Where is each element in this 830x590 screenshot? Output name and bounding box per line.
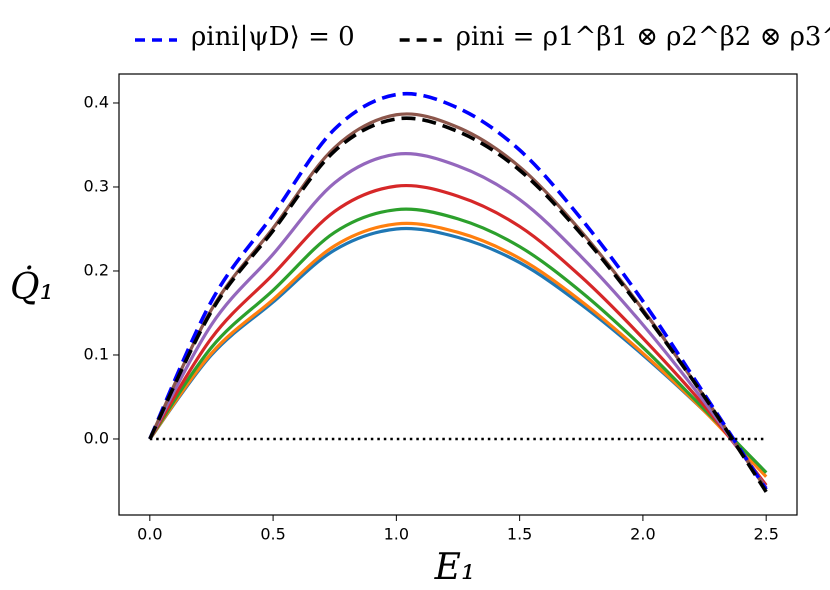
x-tick-label: 1.5 (507, 525, 532, 544)
x-tick-label: 1.0 (384, 525, 409, 544)
series-line (148, 112, 768, 491)
legend-label: ρini|ψD⟩ = 0 (191, 22, 355, 52)
y-tick-label: 0.2 (84, 260, 109, 279)
x-tick-label: 0.0 (137, 525, 162, 544)
series-line (148, 116, 768, 493)
series-line (148, 207, 768, 474)
series-line (148, 183, 768, 487)
y-tick-label: 0.3 (84, 176, 109, 195)
plot-frame (118, 73, 798, 516)
y-tick-label: 0.0 (84, 428, 109, 447)
series-line (148, 221, 768, 478)
y-axis-label: Q̇₁ (10, 266, 54, 308)
series-line (148, 91, 768, 491)
x-tick-label: 2.0 (630, 525, 655, 544)
y-tick-label: 0.1 (84, 344, 109, 363)
x-tick-label: 2.5 (753, 525, 778, 544)
x-tick-label: 0.5 (260, 525, 285, 544)
y-tick-label: 0.4 (84, 92, 109, 111)
x-axis-label: E₁ (434, 547, 476, 588)
series-line (148, 152, 768, 489)
legend-label: ρini = ρ1^β1 ⊗ ρ2^β2 ⊗ ρ3^β3 (456, 22, 830, 52)
